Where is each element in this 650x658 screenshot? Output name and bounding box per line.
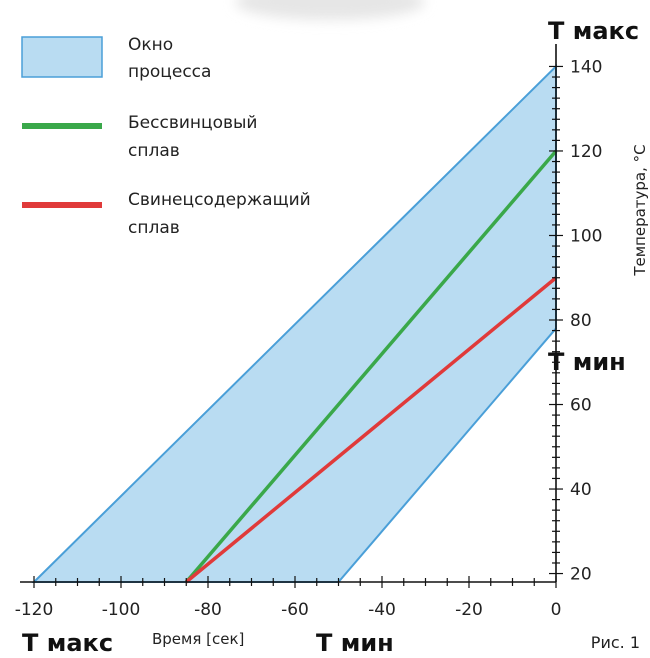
y-tick-label: 140 <box>570 57 602 77</box>
y-axis-title: Температура, °C <box>631 144 649 276</box>
y-tick-label: 60 <box>570 396 592 416</box>
x-tick-label: -80 <box>194 600 222 620</box>
x-tick-label: -20 <box>455 600 483 620</box>
series-line-lead-free <box>184 149 558 584</box>
y-axis-ticks: 20 40 60 80 100 120 140 <box>549 57 602 585</box>
x-axis-title: Время [сек] <box>152 630 244 648</box>
legend-lead-free-label-1: Бессвинцовый <box>128 113 257 133</box>
x-tick-label: -60 <box>281 600 309 620</box>
y-tick-label: 80 <box>570 311 592 331</box>
x-tick-label: -40 <box>368 600 396 620</box>
y-tick-label: 20 <box>570 565 592 585</box>
plot-area <box>31 64 558 584</box>
legend: Окно процесса Бессвинцовый сплав Свинецс… <box>21 35 311 238</box>
legend-process-window-swatch <box>21 36 103 78</box>
x-tick-label: -100 <box>102 600 141 620</box>
y-axis-tmax-marker: T макс <box>548 17 639 45</box>
legend-leaded-label-1: Свинецсодержащий <box>128 190 311 210</box>
x-axis-tmin-marker: T мин <box>316 629 394 657</box>
y-tick-label: 100 <box>570 226 602 246</box>
decorative-blur <box>235 0 425 20</box>
legend-leaded-label-2: сплав <box>128 218 180 238</box>
axes: -120 -100 -80 -60 -40 -20 0 20 40 60 80 100 120 140 <box>15 44 602 620</box>
y-axis-tmin-marker: T мин <box>548 348 626 376</box>
legend-lead-free-label-2: сплав <box>128 141 180 161</box>
legend-process-window-label-1: Окно <box>128 35 173 55</box>
x-tick-label: -120 <box>15 600 54 620</box>
series-line-leaded <box>185 276 558 584</box>
x-axis-tmax-marker: T макс <box>22 629 113 657</box>
x-tick-label: 0 <box>551 600 562 620</box>
legend-process-window-label-2: процесса <box>128 62 211 82</box>
x-axis-ticks: -120 -100 -80 -60 -40 -20 0 <box>15 576 562 620</box>
y-tick-label: 120 <box>570 142 602 162</box>
process-window-area <box>31 64 557 583</box>
figure-label: Рис. 1 <box>591 633 640 652</box>
y-tick-label: 40 <box>570 480 592 500</box>
